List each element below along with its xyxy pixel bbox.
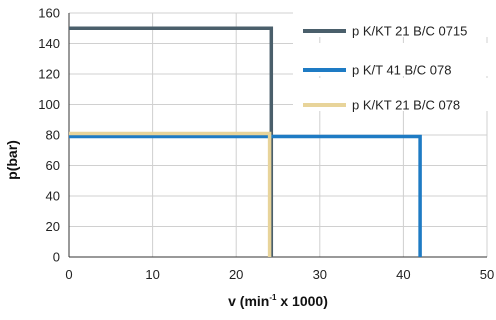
legend-label-1: p K/T 41 B/C 078 [352,63,452,78]
y-tick-label: 140 [38,36,60,51]
series-line-0 [69,26,274,257]
x-tick-label: 20 [229,267,243,282]
y-tick-label: 40 [46,189,60,204]
x-tick-label: 30 [313,267,327,282]
y-tick-label: 120 [38,67,60,82]
y-axis-title: p(bar) [4,140,20,180]
legend: p K/KT 21 B/C 0715 p K/T 41 B/C 078 p K/KT… [293,4,489,113]
y-tick-label: 0 [53,250,60,265]
series-line-2 [69,131,272,257]
x-tick-label: 0 [65,267,72,282]
x-axis-title: v (min-1 x 1000) [228,293,328,309]
series-lines [69,26,422,257]
series-line-1 [69,134,422,257]
y-tick-label: 60 [46,158,60,173]
y-tick-label: 20 [46,219,60,234]
y-tick-label: 100 [38,97,60,112]
legend-label-0: p K/KT 21 B/C 0715 [352,24,467,39]
x-tick-label: 50 [480,267,494,282]
y-tick-labels: 0 20 40 60 80 100 120 140 160 [38,6,60,265]
y-tick-label: 160 [38,6,60,21]
legend-label-2: p K/KT 21 B/C 078 [352,98,460,113]
y-tick-label: 80 [46,128,60,143]
x-tick-label: 10 [145,267,159,282]
x-tick-labels: 0 10 20 30 40 50 [65,267,494,282]
x-tick-label: 40 [396,267,410,282]
